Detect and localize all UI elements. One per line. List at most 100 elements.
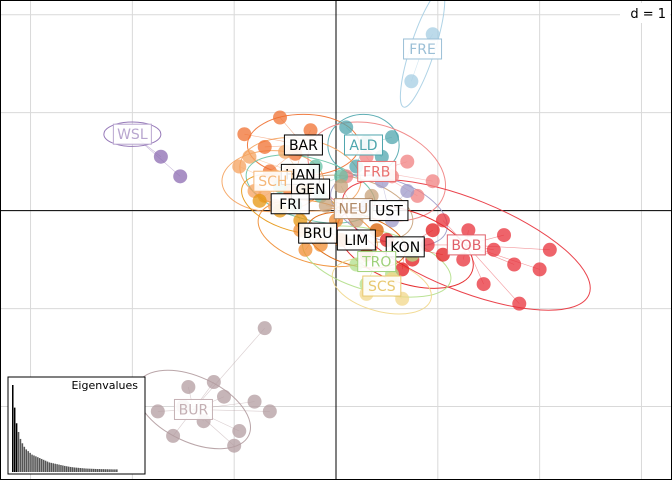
group-label-box bbox=[270, 193, 310, 215]
eigenvalue-bar bbox=[91, 468, 93, 472]
group-label: SCH bbox=[253, 170, 293, 192]
data-point bbox=[425, 223, 440, 238]
group-label: FRB bbox=[357, 160, 397, 182]
data-point bbox=[334, 169, 349, 184]
group-label: ALD bbox=[343, 134, 383, 156]
data-point bbox=[461, 223, 476, 238]
eigenvalue-bar bbox=[40, 458, 43, 472]
eigenvalue-bar bbox=[67, 466, 70, 472]
eigenvalue-bar bbox=[37, 457, 39, 472]
eigenvalue-bar bbox=[106, 469, 108, 472]
eigenvalue-bar bbox=[12, 385, 14, 472]
eigenvalue-bar bbox=[112, 469, 114, 472]
group-label-box bbox=[343, 134, 383, 156]
data-point bbox=[257, 139, 272, 154]
data-point bbox=[435, 247, 450, 262]
data-point bbox=[542, 242, 557, 257]
group-label-text: FRB bbox=[363, 164, 390, 180]
group-label-box bbox=[283, 134, 323, 156]
eigenvalue-bar bbox=[102, 469, 105, 472]
eigenvalue-bar bbox=[83, 468, 85, 472]
data-point bbox=[206, 375, 221, 390]
eigenvalue-bar bbox=[25, 449, 28, 472]
data-point bbox=[507, 257, 522, 272]
group-label-text: ALD bbox=[349, 138, 377, 154]
group-label: BOB bbox=[446, 234, 486, 256]
data-point bbox=[262, 404, 277, 419]
group-label: UST bbox=[369, 200, 409, 222]
group-label-text: KON bbox=[390, 240, 420, 256]
group-label: BRU bbox=[298, 222, 338, 244]
group-label-box bbox=[369, 200, 409, 222]
group-label: NEU bbox=[333, 198, 373, 220]
data-point bbox=[237, 127, 252, 142]
group-ellipse bbox=[330, 174, 448, 247]
data-point bbox=[303, 123, 318, 138]
data-point bbox=[486, 242, 501, 257]
data-point bbox=[247, 394, 262, 409]
eigenvalue-bar bbox=[77, 467, 80, 472]
data-point bbox=[425, 174, 440, 189]
group-label-text: BRU bbox=[303, 226, 333, 242]
data-point bbox=[150, 404, 165, 419]
eigenvalue-bar bbox=[81, 468, 83, 472]
eigenvalue-bar bbox=[13, 407, 16, 472]
eigenvalue-bar bbox=[71, 467, 74, 472]
eigenvalue-bar bbox=[21, 443, 24, 472]
group-label-text: FRE bbox=[409, 42, 436, 58]
group-label: BAR bbox=[283, 134, 323, 156]
data-point bbox=[181, 379, 196, 394]
group-ellipse bbox=[103, 121, 162, 147]
eigenvalue-bar bbox=[73, 467, 76, 472]
data-point bbox=[318, 198, 333, 213]
group-label-text: SCS bbox=[368, 279, 396, 295]
group-label-box bbox=[357, 251, 397, 273]
data-point bbox=[400, 154, 415, 169]
eigenvalue-bar bbox=[29, 452, 31, 472]
eigenvalues-inset: Eigenvalues bbox=[7, 376, 146, 475]
eigenvalue-bar bbox=[50, 462, 53, 472]
data-point bbox=[476, 277, 491, 292]
eigenvalue-bar bbox=[92, 468, 95, 472]
eigenvalue-bar bbox=[52, 463, 54, 472]
eigenvalue-bar bbox=[96, 469, 99, 472]
data-point bbox=[456, 252, 471, 267]
inset-title: Eigenvalues bbox=[71, 379, 138, 392]
group-label-text: BUR bbox=[179, 402, 209, 418]
group-label-text: UST bbox=[375, 204, 403, 220]
group-label: FRE bbox=[403, 38, 443, 60]
eigenvalue-bar bbox=[54, 463, 56, 472]
group-label: LIM bbox=[336, 229, 376, 251]
data-point bbox=[385, 130, 399, 145]
eigenvalue-bar bbox=[42, 459, 45, 472]
eigenvalue-bar bbox=[85, 468, 87, 472]
eigenvalue-bars bbox=[12, 385, 118, 472]
group-label-box bbox=[446, 234, 486, 256]
data-point bbox=[273, 110, 287, 125]
group-label: SCS bbox=[362, 275, 402, 297]
eigenvalue-bar bbox=[64, 465, 66, 472]
eigenvalue-bar bbox=[62, 465, 64, 472]
data-point bbox=[257, 321, 272, 336]
eigenvalue-bar bbox=[94, 468, 97, 472]
group-label-text: BOB bbox=[451, 238, 481, 254]
data-point bbox=[217, 389, 231, 404]
group-label-box bbox=[173, 398, 213, 420]
data-point bbox=[334, 179, 349, 194]
eigenvalue-bar bbox=[19, 438, 22, 472]
eigenvalue-bar bbox=[79, 467, 81, 472]
data-point bbox=[435, 213, 450, 228]
data-point bbox=[339, 120, 354, 135]
group-label-text: WSL bbox=[117, 127, 148, 143]
eigenvalue-bar bbox=[100, 469, 103, 472]
group-label-box bbox=[362, 275, 402, 297]
group-label: WSL bbox=[112, 123, 152, 145]
eigenvalue-bar bbox=[75, 467, 78, 472]
eigenvalue-bar bbox=[38, 458, 41, 472]
scale-label: d = 1 bbox=[630, 7, 666, 22]
data-point bbox=[252, 193, 267, 208]
data-point bbox=[232, 424, 247, 439]
group-label-text: NEU bbox=[339, 202, 369, 218]
group-label-text: FRI bbox=[279, 197, 301, 213]
data-point bbox=[227, 438, 242, 453]
